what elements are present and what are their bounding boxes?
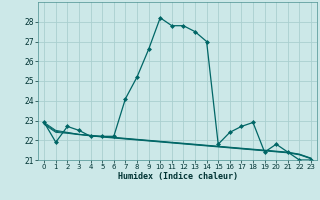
X-axis label: Humidex (Indice chaleur): Humidex (Indice chaleur) <box>118 172 238 181</box>
